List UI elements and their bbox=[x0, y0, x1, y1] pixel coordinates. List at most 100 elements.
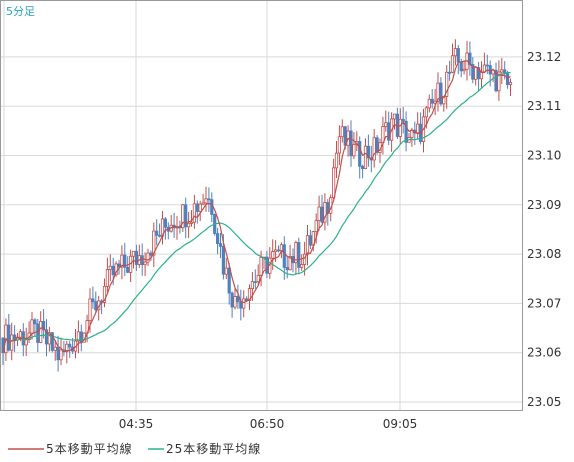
candle-down bbox=[184, 204, 188, 228]
moving-average-lines bbox=[2, 60, 511, 353]
candle-down bbox=[494, 69, 498, 92]
candle-up bbox=[224, 267, 228, 275]
candle-down bbox=[430, 98, 434, 104]
legend-label-ma5: 5本移動平均線 bbox=[46, 441, 133, 456]
y-tick-label: 23.09 bbox=[527, 198, 561, 212]
candle-down bbox=[68, 343, 72, 348]
candle-down bbox=[236, 296, 240, 303]
grid bbox=[0, 0, 522, 410]
candle-up bbox=[105, 269, 109, 287]
candle-up bbox=[331, 167, 336, 199]
candle-up bbox=[314, 220, 318, 233]
candle-up bbox=[65, 343, 69, 353]
candle-down bbox=[207, 198, 211, 201]
candle-down bbox=[476, 67, 481, 80]
y-tick-label: 23.10 bbox=[527, 149, 561, 163]
candle-up bbox=[259, 257, 263, 276]
candle-down bbox=[126, 266, 130, 273]
candle-down bbox=[94, 301, 98, 311]
candle-down bbox=[282, 244, 286, 268]
candle-down bbox=[163, 218, 167, 228]
candle-up bbox=[30, 319, 34, 334]
candle-up bbox=[424, 107, 429, 118]
candle-down bbox=[387, 122, 391, 141]
candle-down bbox=[230, 292, 234, 308]
candle-down bbox=[459, 61, 463, 72]
x-tick-label: 09:05 bbox=[383, 417, 418, 431]
x-tick-label: 04:35 bbox=[119, 417, 154, 431]
candle-up bbox=[59, 349, 63, 361]
candle-up bbox=[436, 82, 440, 102]
candle-up bbox=[76, 331, 80, 342]
candle-up bbox=[317, 206, 321, 221]
candle-up bbox=[372, 137, 376, 161]
candle-up bbox=[102, 285, 107, 303]
candle-down bbox=[297, 242, 301, 268]
candle-up bbox=[500, 69, 504, 73]
ma25-line bbox=[2, 71, 511, 353]
candle-down bbox=[265, 256, 269, 274]
candle-up bbox=[47, 332, 52, 345]
candle-up bbox=[18, 331, 23, 338]
candle-down bbox=[91, 298, 95, 303]
y-tick-label: 23.11 bbox=[527, 99, 561, 113]
candle-up bbox=[233, 296, 237, 308]
candle-up bbox=[250, 281, 254, 289]
y-tick-label: 23.05 bbox=[527, 395, 561, 409]
candle-down bbox=[439, 82, 443, 105]
candle-up bbox=[186, 222, 191, 228]
x-axis: 04:35 06:50 09:05 bbox=[119, 417, 418, 431]
candle-up bbox=[352, 144, 356, 157]
candle-up bbox=[300, 264, 304, 268]
candle-up bbox=[152, 230, 156, 256]
plot-frame bbox=[0, 0, 523, 411]
candle-down bbox=[401, 118, 405, 122]
candle-down bbox=[276, 249, 281, 252]
candle-up bbox=[398, 118, 402, 137]
candle-up bbox=[363, 145, 368, 170]
candle-down bbox=[360, 165, 365, 170]
y-tick-label: 23.12 bbox=[527, 50, 561, 64]
candle-down bbox=[221, 245, 225, 275]
candle-up bbox=[384, 122, 388, 127]
candle-up bbox=[146, 252, 150, 263]
candle-up bbox=[271, 251, 275, 259]
candle-up bbox=[453, 48, 458, 57]
candle-up bbox=[39, 321, 43, 343]
y-tick-label: 23.06 bbox=[527, 346, 561, 360]
candle-up bbox=[256, 275, 260, 283]
candle-up bbox=[242, 298, 246, 309]
candle-down bbox=[349, 130, 353, 157]
candle-down bbox=[33, 319, 37, 325]
candle-down bbox=[117, 263, 121, 268]
candle-up bbox=[340, 126, 344, 138]
candle-down bbox=[404, 120, 408, 143]
candle-down bbox=[42, 321, 46, 331]
candle-down bbox=[320, 206, 324, 223]
candle-down bbox=[375, 137, 379, 153]
candle-up bbox=[143, 261, 147, 266]
candle-up bbox=[497, 71, 501, 92]
candle-down bbox=[471, 64, 475, 80]
candle-up bbox=[323, 202, 327, 223]
x-tick-label: 06:50 bbox=[250, 417, 285, 431]
candle-up bbox=[416, 123, 420, 134]
candle-up bbox=[120, 254, 124, 268]
candle-down bbox=[253, 281, 257, 284]
candle-down bbox=[140, 255, 144, 266]
candle-up bbox=[474, 67, 478, 80]
candle-up bbox=[53, 346, 57, 351]
candle-up bbox=[482, 64, 487, 73]
candle-down bbox=[488, 65, 492, 75]
candle-up bbox=[114, 263, 118, 276]
candle-up bbox=[450, 55, 455, 73]
candle-up bbox=[192, 203, 196, 223]
candle-up bbox=[88, 298, 92, 321]
candle-up bbox=[247, 288, 252, 302]
candle-down bbox=[79, 331, 83, 343]
candle-down bbox=[218, 243, 223, 247]
candle-down bbox=[111, 265, 115, 276]
candle-up bbox=[462, 68, 466, 72]
candle-up bbox=[181, 204, 185, 229]
